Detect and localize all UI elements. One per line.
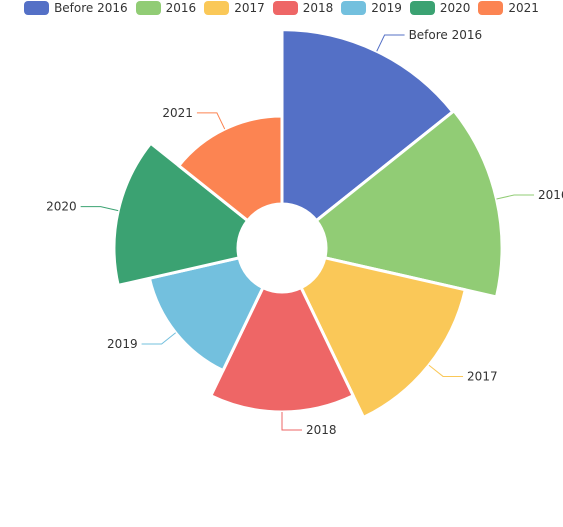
slice-2019[interactable] [147, 256, 265, 373]
legend-item-2016[interactable]: 2016 [135, 1, 197, 15]
legend-swatch [204, 1, 230, 15]
slice-2021[interactable] [177, 114, 284, 223]
slice-2018[interactable] [209, 286, 355, 414]
legend-swatch [135, 1, 161, 15]
legend-item-before-2016[interactable]: Before 2016 [24, 1, 128, 15]
leader-line [80, 206, 119, 212]
slice-2017[interactable] [299, 256, 467, 419]
chart-legend: Before 2016 2016 2017 2018 2019 2020 2021 [0, 1, 563, 15]
slice-2016[interactable] [314, 109, 504, 299]
slice-label: 2020 [46, 200, 77, 214]
leader-line [496, 194, 535, 200]
slice-2020[interactable] [112, 141, 250, 287]
legend-label: 2020 [439, 1, 471, 15]
slice-label: 2019 [107, 337, 138, 351]
slice-label: 2016 [538, 188, 563, 202]
legend-label: 2019 [371, 1, 402, 15]
legend-swatch [409, 1, 435, 15]
legend-swatch [341, 1, 367, 15]
slice-label: Before 2016 [409, 28, 483, 42]
legend-item-2021[interactable]: 2021 [478, 1, 539, 15]
legend-label: 2016 [165, 1, 197, 15]
legend-item-2019[interactable]: 2019 [341, 1, 402, 15]
slice-label: 2021 [162, 106, 193, 120]
legend-item-2017[interactable]: 2017 [204, 1, 265, 15]
legend-swatch [478, 1, 504, 15]
leader-line [196, 112, 226, 130]
slice-label: 2017 [467, 369, 498, 383]
leader-line [376, 34, 405, 52]
leader-line [428, 364, 464, 377]
legend-item-2020[interactable]: 2020 [409, 1, 471, 15]
legend-label: 2017 [234, 1, 265, 15]
legend-item-2018[interactable]: 2018 [272, 1, 334, 15]
legend-label: 2021 [508, 1, 539, 15]
slice-label: 2018 [306, 423, 337, 437]
legend-label: Before 2016 [54, 1, 128, 15]
legend-swatch [272, 1, 298, 15]
leader-line [281, 412, 302, 431]
leader-line [141, 332, 176, 345]
legend-swatch [24, 1, 50, 15]
legend-label: 2018 [302, 1, 334, 15]
slice-before-2016[interactable] [280, 28, 455, 223]
